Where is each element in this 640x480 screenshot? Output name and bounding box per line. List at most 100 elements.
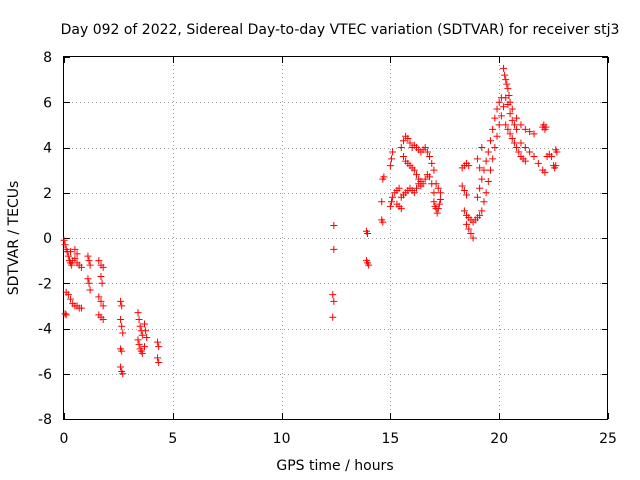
data-point xyxy=(141,343,149,351)
data-point xyxy=(62,311,70,319)
data-point xyxy=(426,153,434,161)
data-point xyxy=(493,105,501,113)
data-point xyxy=(502,94,510,102)
data-point xyxy=(482,157,490,165)
data-point xyxy=(495,121,503,129)
data-point xyxy=(135,315,143,323)
y-tick-label: -2 xyxy=(38,276,52,292)
data-point xyxy=(84,275,92,283)
data-point xyxy=(504,125,512,133)
data-point xyxy=(387,198,395,206)
data-point xyxy=(491,144,499,151)
data-point xyxy=(86,286,94,294)
data-point xyxy=(387,155,395,163)
data-point xyxy=(517,139,525,147)
data-point xyxy=(428,159,436,167)
data-point xyxy=(434,205,442,213)
data-point xyxy=(502,76,510,84)
data-point xyxy=(119,329,127,337)
data-point xyxy=(473,193,481,201)
data-point xyxy=(68,261,76,269)
y-tick-label: -4 xyxy=(38,322,52,338)
data-point xyxy=(463,220,471,228)
data-point xyxy=(513,125,521,133)
data-point xyxy=(501,71,509,79)
data-point xyxy=(493,132,501,140)
data-point xyxy=(432,180,440,188)
data-point xyxy=(406,139,414,147)
data-point xyxy=(504,101,512,109)
data-point xyxy=(552,162,560,170)
data-point xyxy=(553,148,561,156)
data-point xyxy=(541,168,549,176)
data-point xyxy=(85,279,93,287)
data-point xyxy=(135,340,143,348)
data-point xyxy=(467,229,475,237)
data-point xyxy=(530,130,538,138)
data-point xyxy=(486,137,494,145)
data-point xyxy=(476,184,484,192)
y-tick-label: -6 xyxy=(38,367,52,383)
data-point xyxy=(404,134,412,142)
data-point xyxy=(379,218,387,226)
data-point xyxy=(526,148,534,156)
data-point xyxy=(478,144,486,151)
data-point xyxy=(491,114,499,122)
x-tick-label: 5 xyxy=(168,431,177,447)
data-point xyxy=(118,322,126,330)
data-point xyxy=(118,347,126,355)
data-point xyxy=(476,164,484,172)
data-point xyxy=(423,148,431,156)
data-point xyxy=(506,110,514,118)
data-point xyxy=(85,257,93,265)
data-point xyxy=(504,85,512,93)
data-point xyxy=(64,252,72,260)
data-point xyxy=(530,153,538,161)
data-point xyxy=(134,309,142,317)
y-axis-title: SDTVAR / TECUs xyxy=(6,181,22,296)
data-point xyxy=(99,302,107,310)
x-tick-label: 10 xyxy=(273,431,291,447)
data-point xyxy=(97,297,105,305)
data-point xyxy=(395,184,403,192)
data-point xyxy=(500,103,508,111)
data-point xyxy=(463,191,471,199)
data-point xyxy=(503,80,511,88)
data-point xyxy=(410,166,418,174)
data-point xyxy=(434,184,442,192)
data-point xyxy=(84,252,92,260)
data-point xyxy=(77,263,85,271)
data-point xyxy=(513,144,521,151)
plot-frame xyxy=(63,56,608,420)
data-point xyxy=(61,310,69,318)
data-point xyxy=(86,261,94,269)
data-point xyxy=(155,343,163,351)
data-point xyxy=(364,229,372,237)
data-point xyxy=(155,358,163,366)
data-point xyxy=(397,205,405,213)
data-point xyxy=(386,162,394,170)
data-point xyxy=(436,189,444,197)
data-point xyxy=(421,144,429,151)
x-tick-label: 20 xyxy=(490,431,508,447)
data-point xyxy=(508,116,516,124)
chart-title: Day 092 of 2022, Sidereal Day-to-day VTE… xyxy=(61,22,620,38)
axis-ticks xyxy=(64,57,609,420)
data-point xyxy=(489,155,497,163)
data-point xyxy=(460,186,468,194)
data-point xyxy=(500,64,508,72)
data-point xyxy=(435,200,443,208)
data-point xyxy=(99,263,107,271)
data-point xyxy=(67,295,75,303)
data-point xyxy=(154,354,162,362)
data-point xyxy=(465,225,473,233)
data-point xyxy=(117,297,125,305)
data-point xyxy=(513,114,521,122)
data-points xyxy=(60,64,561,378)
data-point xyxy=(330,245,338,253)
data-point xyxy=(64,291,72,299)
data-point xyxy=(399,137,407,145)
data-point xyxy=(138,349,146,357)
data-point xyxy=(508,134,516,142)
